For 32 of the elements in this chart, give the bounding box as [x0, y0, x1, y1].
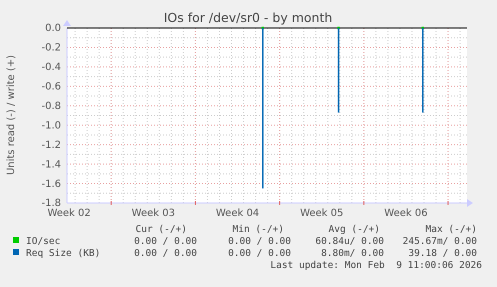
y-tick-label: 0.0: [45, 23, 61, 34]
text: Last update: Mon Feb 9 11:00:06 2026: [270, 260, 482, 271]
y-tick-label: -0.4: [41, 62, 61, 74]
legend-label: Req Size (KB): [26, 248, 100, 259]
text: 0.00 / 0.00: [228, 248, 292, 259]
x-tick-label: Week 05: [300, 208, 344, 220]
text: Min (-/+): [232, 224, 284, 235]
text: 0.00 / 0.00: [134, 248, 198, 259]
text: 245.67m/ 0.00: [402, 236, 478, 247]
chart-title: IOs for /dev/sr0 - by month: [164, 10, 332, 25]
y-tick-label: -0.8: [41, 100, 61, 112]
y-tick-label: -1.4: [41, 159, 61, 170]
text: 0.00 / 0.00: [134, 236, 198, 247]
y-tick-label: -0.6: [41, 82, 61, 93]
y-tick-label: -1.6: [41, 178, 61, 190]
y-tick-label: -0.2: [41, 42, 61, 54]
x-tick-label: Week 03: [132, 208, 175, 220]
text: Cur (-/+): [136, 224, 187, 235]
y-tick-label: -1.0: [41, 120, 61, 132]
y-tick-label: -1.2: [41, 140, 61, 151]
text: Avg (-/+): [328, 224, 380, 235]
x-tick-label: Week 06: [384, 208, 428, 220]
y-tick-label: -1.8: [41, 198, 61, 210]
text: 39.18 / 0.00: [408, 248, 478, 259]
text: 8.80m/ 0.00: [321, 248, 384, 259]
legend-label: IO/sec: [26, 236, 60, 247]
text: 0.00 / 0.00: [228, 236, 292, 247]
x-tick-label: Week 02: [47, 208, 91, 220]
x-tick-label: Week 04: [216, 208, 260, 220]
text: Max (-/+): [426, 224, 477, 235]
y-axis-title: Units read (-) / write (+): [6, 54, 17, 176]
text: 60.84u/ 0.00: [315, 236, 384, 247]
